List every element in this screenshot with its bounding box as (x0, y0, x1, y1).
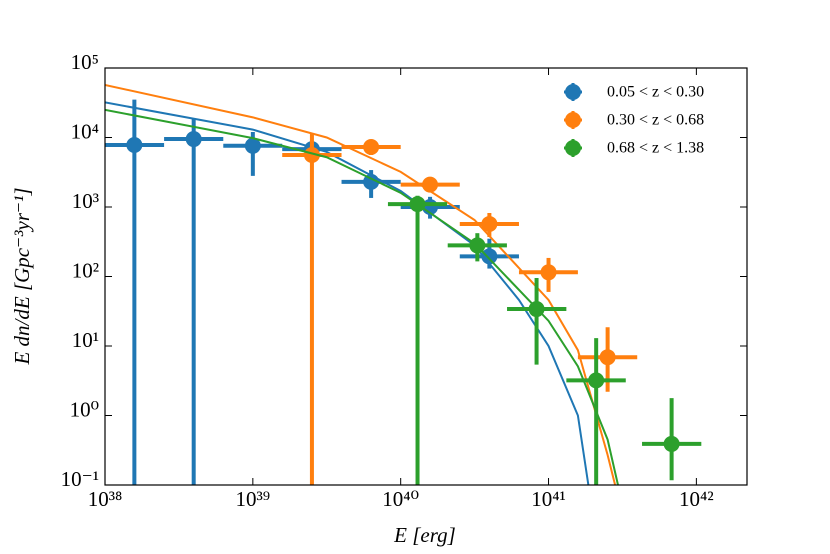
fit-line (105, 108, 619, 485)
legend-label: 0.30 < z < 0.68 (607, 112, 704, 129)
data-point (409, 196, 426, 213)
axes-frame (104, 67, 748, 486)
fit-line (105, 83, 617, 485)
data-point (126, 136, 143, 153)
data-point (244, 137, 261, 154)
y-tick-label: 10⁻¹ (61, 467, 99, 491)
legend-swatch (565, 84, 581, 100)
legend-swatch (565, 112, 581, 128)
x-tick-label: 10³⁸ (88, 487, 123, 511)
x-tick-label: 10⁴⁰ (382, 487, 419, 511)
y-tick-label: 10¹ (72, 328, 99, 352)
y-axis-label: E dn/dE [Gpc⁻³yr⁻¹] (10, 187, 34, 365)
data-point (303, 147, 320, 164)
x-tick-label: 10⁴¹ (531, 487, 566, 511)
y-tick-label: 10² (72, 258, 99, 282)
y-tick-label: 10⁵ (71, 50, 99, 74)
data-point (663, 435, 680, 452)
x-tick-label: 10⁴² (679, 487, 714, 511)
data-point (481, 248, 498, 265)
plot-area (105, 83, 702, 485)
fit-line (105, 101, 590, 485)
data-point (469, 237, 486, 254)
data-point (422, 176, 439, 193)
data-point (185, 131, 202, 148)
legend-label: 0.68 < z < 1.38 (607, 140, 704, 157)
data-point (363, 138, 380, 155)
data-point (363, 173, 380, 190)
data-point (588, 372, 605, 389)
x-tick-label: 10³⁹ (236, 487, 271, 511)
data-point (481, 215, 498, 232)
y-tick-label: 10⁰ (70, 397, 99, 421)
data-point (599, 349, 616, 366)
y-tick-label: 10⁴ (71, 119, 99, 143)
legend-swatch (565, 140, 581, 156)
legend-label: 0.05 < z < 0.30 (607, 84, 704, 101)
y-tick-label: 10³ (72, 189, 99, 213)
data-point (528, 301, 545, 318)
x-axis-label: E [erg] (393, 523, 456, 547)
data-point (540, 264, 557, 281)
